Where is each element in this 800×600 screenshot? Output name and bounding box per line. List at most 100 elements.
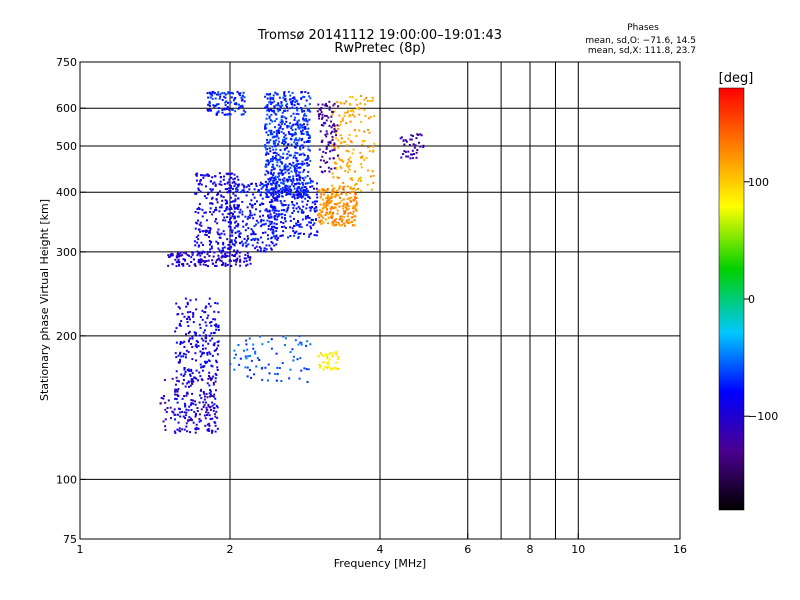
data-point	[269, 139, 272, 142]
data-point	[301, 137, 304, 140]
data-point	[275, 193, 278, 196]
data-point	[307, 156, 310, 159]
data-point	[295, 139, 298, 142]
data-point	[295, 106, 298, 109]
data-point	[208, 251, 211, 254]
data-point	[349, 221, 352, 224]
data-point	[223, 233, 226, 236]
data-point	[238, 255, 241, 258]
data-point	[301, 186, 304, 189]
data-point	[254, 182, 257, 185]
data-point	[250, 228, 253, 231]
data-point	[274, 185, 277, 188]
data-point	[331, 124, 334, 127]
data-point	[265, 123, 268, 126]
data-point	[331, 184, 334, 187]
data-point	[365, 157, 368, 160]
data-point	[200, 258, 203, 261]
data-point	[179, 352, 182, 355]
data-point	[189, 403, 192, 406]
data-point	[326, 204, 329, 207]
data-point	[283, 214, 286, 217]
data-point	[287, 206, 290, 209]
data-point	[308, 217, 311, 220]
data-point	[235, 207, 238, 210]
data-point	[241, 189, 244, 192]
data-point	[333, 206, 336, 209]
data-point	[405, 155, 408, 158]
data-point	[337, 221, 340, 224]
data-point	[281, 204, 284, 207]
data-point	[271, 163, 274, 166]
data-point	[264, 173, 267, 176]
data-point	[245, 264, 248, 267]
data-point	[243, 100, 246, 103]
data-point	[245, 222, 248, 225]
data-point	[236, 257, 239, 260]
data-point	[273, 111, 276, 114]
data-point	[198, 420, 201, 423]
data-point	[296, 197, 299, 200]
data-point	[224, 255, 227, 258]
data-point	[335, 166, 338, 169]
data-point	[278, 185, 281, 188]
data-point	[272, 148, 275, 151]
data-point	[358, 177, 361, 180]
data-point	[303, 179, 306, 182]
data-point	[296, 100, 299, 103]
data-point	[305, 207, 308, 210]
data-point	[165, 411, 168, 414]
data-point	[335, 353, 338, 356]
data-point	[271, 136, 274, 139]
data-point	[312, 187, 315, 190]
data-point	[209, 202, 212, 205]
data-point	[298, 225, 301, 228]
data-point	[286, 209, 289, 212]
data-point	[236, 90, 239, 93]
data-point	[273, 105, 276, 108]
data-point	[312, 224, 315, 227]
data-point	[331, 130, 334, 133]
data-point	[239, 105, 242, 108]
data-point	[305, 187, 308, 190]
data-point	[199, 355, 202, 358]
data-point	[215, 259, 218, 262]
data-point	[339, 120, 342, 123]
data-point	[257, 189, 260, 192]
data-point	[196, 208, 199, 211]
data-point	[182, 378, 185, 381]
data-point	[224, 104, 227, 107]
data-point	[183, 315, 186, 318]
data-point	[326, 195, 329, 198]
data-point	[285, 157, 288, 160]
data-point	[270, 194, 273, 197]
data-point	[234, 182, 237, 185]
data-point	[282, 139, 285, 142]
data-point	[284, 134, 287, 137]
data-point	[294, 167, 297, 170]
data-point	[205, 229, 208, 232]
data-point	[299, 179, 302, 182]
data-point	[352, 148, 355, 151]
data-point	[348, 102, 351, 105]
data-point	[275, 158, 278, 161]
data-point	[255, 200, 258, 203]
data-point	[227, 212, 230, 215]
data-point	[281, 128, 284, 131]
data-point	[208, 414, 211, 417]
data-point	[249, 256, 252, 259]
data-point	[283, 116, 286, 119]
data-point	[339, 134, 342, 137]
data-point	[347, 109, 350, 112]
data-point	[222, 243, 225, 246]
data-point	[322, 368, 325, 371]
data-point	[241, 200, 244, 203]
data-point	[193, 400, 196, 403]
data-point	[261, 343, 264, 346]
data-point	[315, 209, 318, 212]
data-point	[238, 211, 241, 214]
data-point	[271, 133, 274, 136]
data-point	[403, 143, 406, 146]
data-point	[206, 396, 209, 399]
data-point	[314, 210, 317, 213]
